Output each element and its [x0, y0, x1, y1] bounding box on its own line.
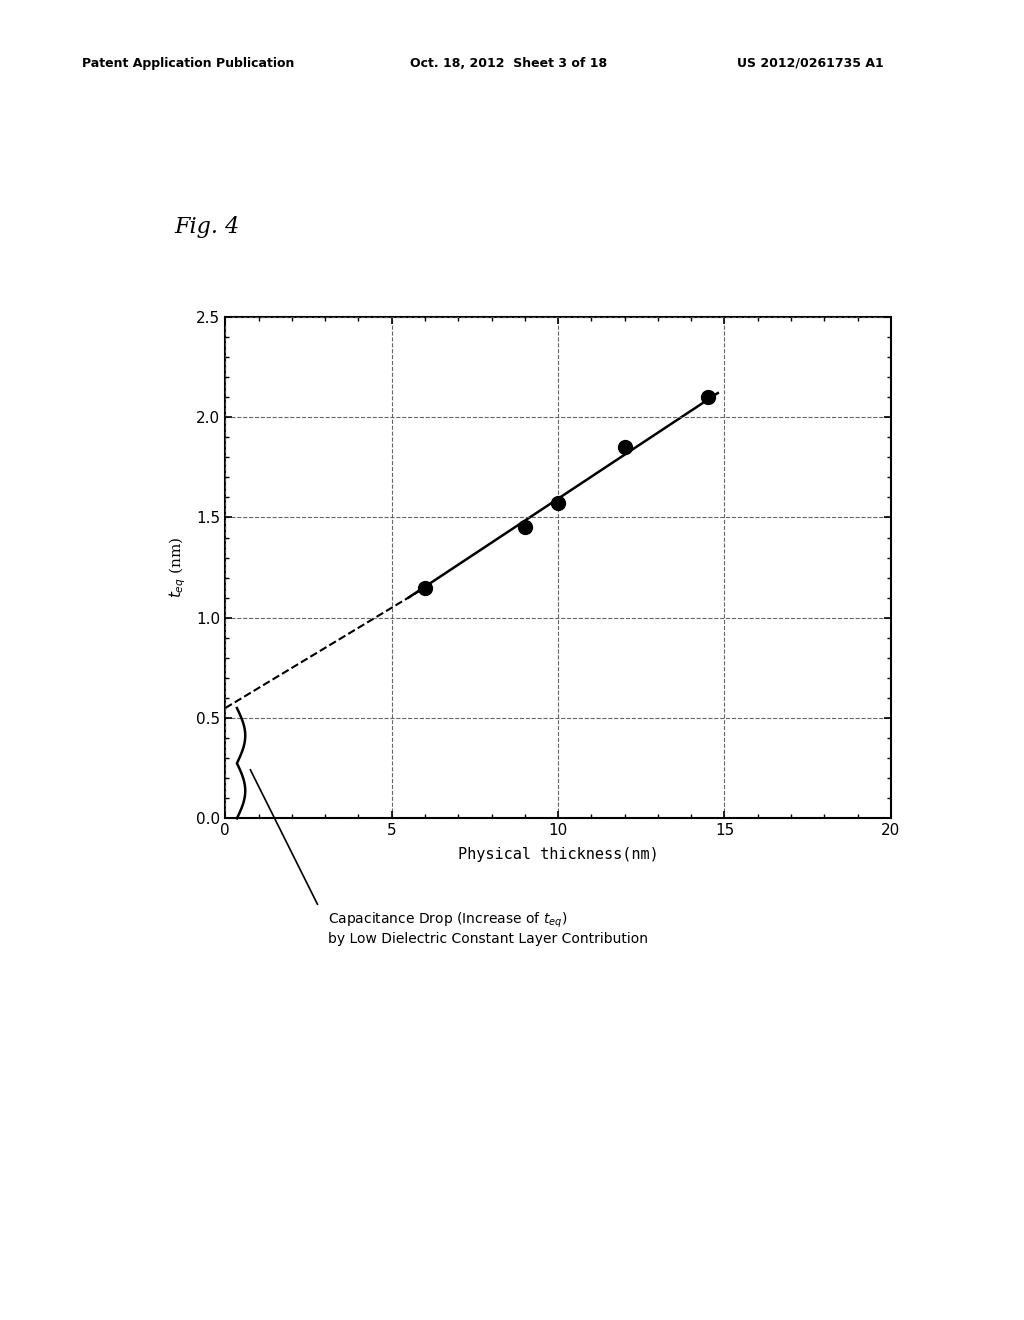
Y-axis label: $t_{eq}$ (nm): $t_{eq}$ (nm) [167, 537, 188, 598]
Text: Patent Application Publication: Patent Application Publication [82, 57, 294, 70]
Text: Capacitance Drop (Increase of $t_{eq}$)
by Low Dielectric Constant Layer Contrib: Capacitance Drop (Increase of $t_{eq}$) … [328, 911, 648, 946]
Point [699, 387, 716, 408]
Text: Fig. 4: Fig. 4 [174, 215, 240, 238]
X-axis label: Physical thickness(nm): Physical thickness(nm) [458, 846, 658, 862]
Point [550, 492, 566, 513]
Point [616, 437, 633, 458]
Point [516, 517, 532, 539]
Text: Oct. 18, 2012  Sheet 3 of 18: Oct. 18, 2012 Sheet 3 of 18 [410, 57, 607, 70]
Text: US 2012/0261735 A1: US 2012/0261735 A1 [737, 57, 884, 70]
Point [417, 577, 433, 598]
